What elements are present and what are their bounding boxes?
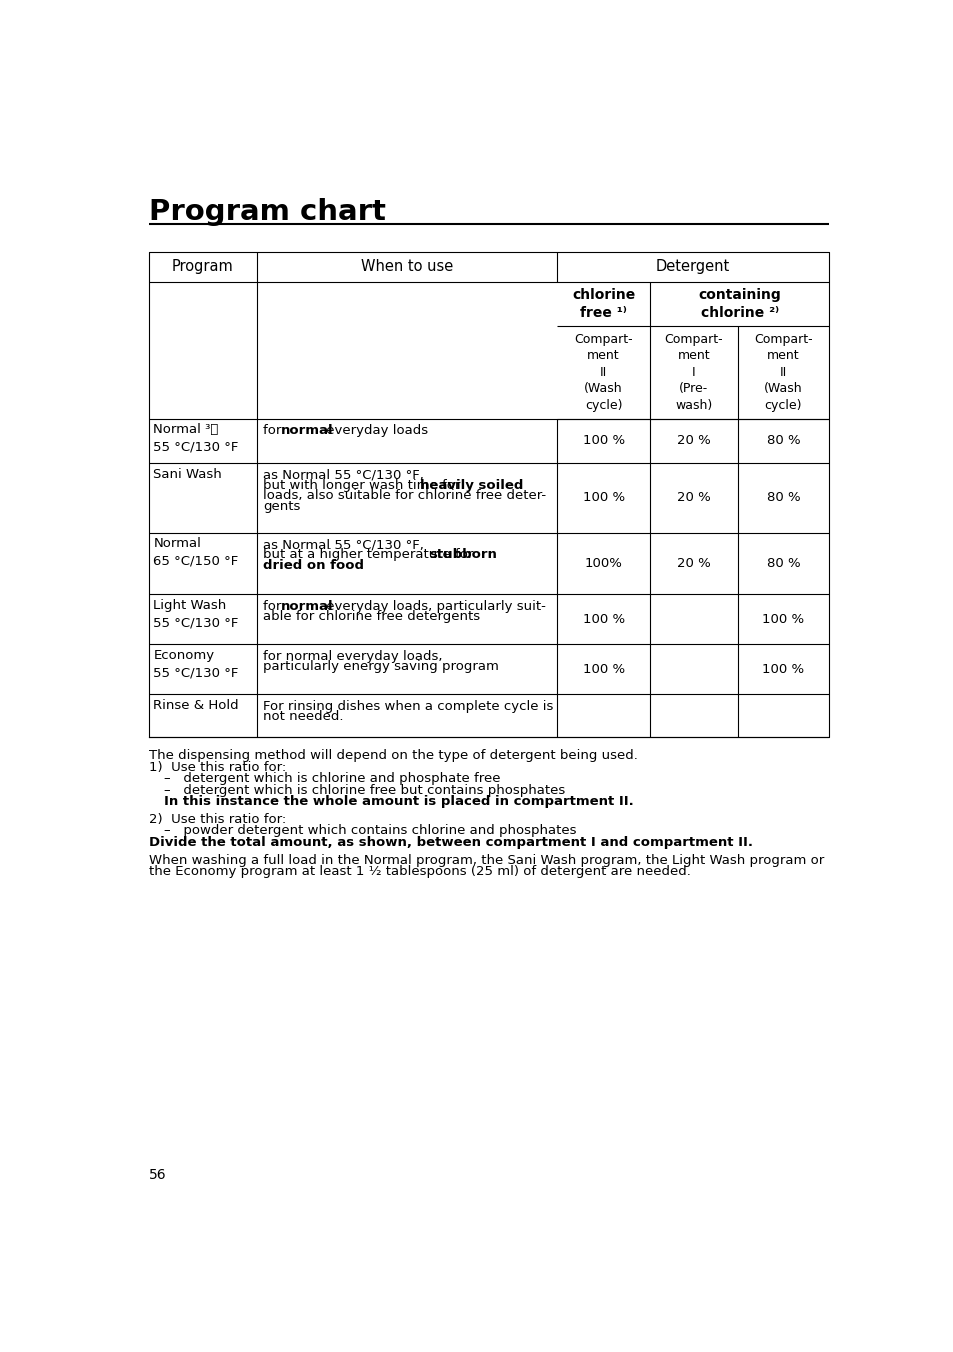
Text: heavily soiled: heavily soiled (419, 479, 522, 492)
Text: 100 %: 100 % (761, 612, 803, 626)
Text: everyday loads, particularly suit-: everyday loads, particularly suit- (321, 599, 545, 612)
Text: Normal ³⧩
55 °C/130 °F: Normal ³⧩ 55 °C/130 °F (153, 423, 238, 454)
Text: dried on food: dried on food (263, 558, 364, 572)
Text: Program: Program (172, 260, 233, 274)
Text: as Normal 55 °C/130 °F,: as Normal 55 °C/130 °F, (263, 469, 424, 481)
Text: Detergent: Detergent (656, 260, 729, 274)
Text: When to use: When to use (360, 260, 453, 274)
Text: 100 %: 100 % (761, 662, 803, 676)
Text: 100 %: 100 % (582, 492, 624, 504)
Text: 56: 56 (149, 1168, 166, 1182)
Text: 20 %: 20 % (677, 434, 710, 448)
Text: containing
chlorine ²⁾: containing chlorine ²⁾ (698, 288, 781, 320)
Text: 20 %: 20 % (677, 557, 710, 571)
Text: –   detergent which is chlorine and phosphate free: – detergent which is chlorine and phosph… (164, 772, 500, 786)
Text: Compart-
ment
I
(Pre-
wash): Compart- ment I (Pre- wash) (664, 333, 722, 412)
Text: 100 %: 100 % (582, 434, 624, 448)
Text: chlorine
free ¹⁾: chlorine free ¹⁾ (572, 288, 635, 320)
Text: 2)  Use this ratio for:: 2) Use this ratio for: (149, 813, 286, 826)
Text: 20 %: 20 % (677, 492, 710, 504)
Text: –   powder detergent which contains chlorine and phosphates: – powder detergent which contains chlori… (164, 825, 577, 837)
Text: stubborn: stubborn (429, 549, 497, 561)
Text: –   detergent which is chlorine free but contains phosphates: – detergent which is chlorine free but c… (164, 784, 565, 796)
Text: Economy
55 °C/130 °F: Economy 55 °C/130 °F (153, 649, 238, 680)
Text: When washing a full load in the Normal program, the Sani Wash program, the Light: When washing a full load in the Normal p… (149, 853, 823, 867)
Text: normal: normal (280, 599, 334, 612)
Text: gents: gents (263, 500, 300, 512)
Text: normal: normal (280, 425, 334, 437)
Text: In this instance the whole amount is placed in compartment II.: In this instance the whole amount is pla… (164, 795, 634, 808)
Text: 80 %: 80 % (766, 557, 800, 571)
Text: everyday loads: everyday loads (321, 425, 427, 437)
Text: 80 %: 80 % (766, 492, 800, 504)
Text: 100 %: 100 % (582, 662, 624, 676)
Text: 100 %: 100 % (582, 612, 624, 626)
Text: as Normal 55 °C/130 °F,: as Normal 55 °C/130 °F, (263, 538, 424, 552)
Text: able for chlorine free detergents: able for chlorine free detergents (263, 610, 480, 623)
Text: 1)  Use this ratio for:: 1) Use this ratio for: (149, 761, 286, 773)
Text: Normal
65 °C/150 °F: Normal 65 °C/150 °F (153, 537, 238, 568)
Text: Light Wash
55 °C/130 °F: Light Wash 55 °C/130 °F (153, 599, 238, 629)
Text: 100%: 100% (584, 557, 622, 571)
Text: Program chart: Program chart (149, 199, 385, 226)
Text: for: for (263, 425, 286, 437)
Text: but with longer wash time for: but with longer wash time for (263, 479, 464, 492)
Text: loads, also suitable for chlorine free deter-: loads, also suitable for chlorine free d… (263, 489, 546, 503)
Text: not needed.: not needed. (263, 710, 343, 723)
Text: Compart-
ment
II
(Wash
cycle): Compart- ment II (Wash cycle) (753, 333, 812, 412)
Text: the Economy program at least 1 ½ tablespoons (25 ml) of detergent are needed.: the Economy program at least 1 ½ tablesp… (149, 865, 690, 879)
Text: For rinsing dishes when a complete cycle is: For rinsing dishes when a complete cycle… (263, 700, 553, 713)
Text: for: for (263, 599, 286, 612)
Text: Sani Wash: Sani Wash (153, 468, 222, 481)
Text: for normal everyday loads,: for normal everyday loads, (263, 650, 442, 662)
Text: Divide the total amount, as shown, between compartment I and compartment II.: Divide the total amount, as shown, betwe… (149, 836, 752, 849)
Text: but at a higher temperature for: but at a higher temperature for (263, 549, 477, 561)
Text: Rinse & Hold: Rinse & Hold (153, 699, 238, 713)
Text: particularly energy saving program: particularly energy saving program (263, 660, 498, 673)
Text: Compart-
ment
II
(Wash
cycle): Compart- ment II (Wash cycle) (574, 333, 632, 412)
Text: 80 %: 80 % (766, 434, 800, 448)
Text: The dispensing method will depend on the type of detergent being used.: The dispensing method will depend on the… (149, 749, 637, 763)
